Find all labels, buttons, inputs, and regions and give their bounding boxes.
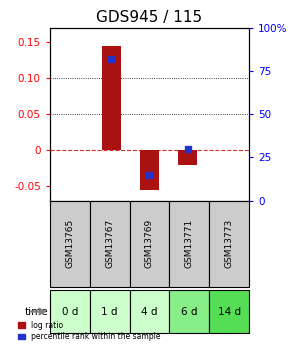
FancyBboxPatch shape [209,200,249,287]
FancyBboxPatch shape [90,289,130,333]
Text: GSM13773: GSM13773 [225,219,234,268]
Text: GSM13771: GSM13771 [185,219,194,268]
FancyBboxPatch shape [209,289,249,333]
FancyBboxPatch shape [50,200,90,287]
Bar [140,150,159,190]
Bar [102,46,121,150]
FancyBboxPatch shape [130,289,169,333]
Text: 6 d: 6 d [181,306,197,316]
Legend: log ratio, percentile rank within the sample: log ratio, percentile rank within the sa… [18,321,160,341]
Text: 4 d: 4 d [141,306,158,316]
Text: 14 d: 14 d [218,306,241,316]
Text: time: time [24,306,48,316]
Title: GDS945 / 115: GDS945 / 115 [96,10,202,25]
FancyBboxPatch shape [169,200,209,287]
Text: 0 d: 0 d [62,306,78,316]
FancyBboxPatch shape [169,289,209,333]
Bar [178,150,197,165]
Text: 1 d: 1 d [101,306,118,316]
FancyBboxPatch shape [50,289,90,333]
Text: GSM13765: GSM13765 [65,219,74,268]
Text: GSM13769: GSM13769 [145,219,154,268]
FancyBboxPatch shape [130,200,169,287]
FancyBboxPatch shape [90,200,130,287]
Text: GSM13767: GSM13767 [105,219,114,268]
